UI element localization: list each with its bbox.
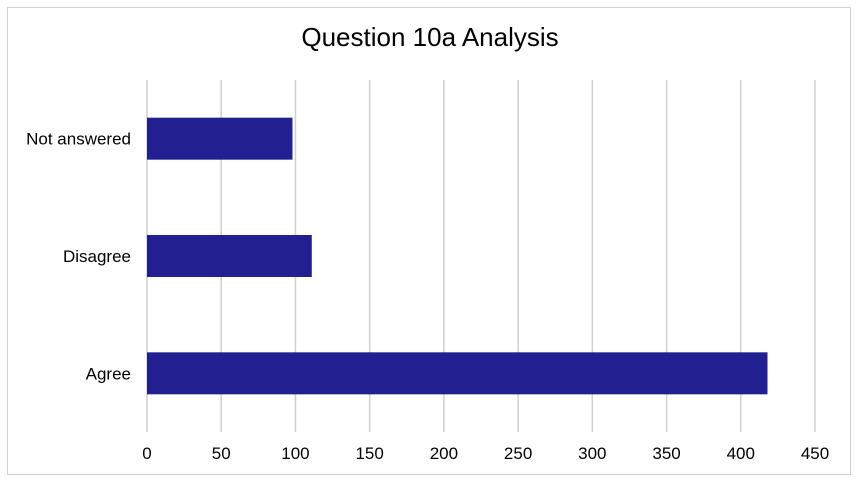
bar-not-answered [147,117,293,160]
x-tick-label-300: 300 [578,444,606,463]
category-label-disagree: Disagree [63,247,131,266]
x-tick-label-400: 400 [727,444,755,463]
x-tick-labels: 0 50 100 150 200 250 300 350 400 450 [142,444,829,463]
x-tick-label-450: 450 [801,444,829,463]
chart-title: Question 10a Analysis [301,22,559,52]
x-tick-label-0: 0 [142,444,151,463]
bars [147,117,768,395]
category-label-not-answered: Not answered [26,130,131,149]
x-tick-label-100: 100 [281,444,309,463]
category-label-agree: Agree [86,364,131,383]
x-tick-label-200: 200 [430,444,458,463]
category-labels: Not answered Disagree Agree [26,130,131,384]
bar-disagree [147,235,312,277]
x-tick-label-250: 250 [504,444,532,463]
x-tick-label-150: 150 [355,444,383,463]
bar-agree [147,352,768,395]
x-tick-label-50: 50 [212,444,231,463]
x-tick-label-350: 350 [652,444,680,463]
